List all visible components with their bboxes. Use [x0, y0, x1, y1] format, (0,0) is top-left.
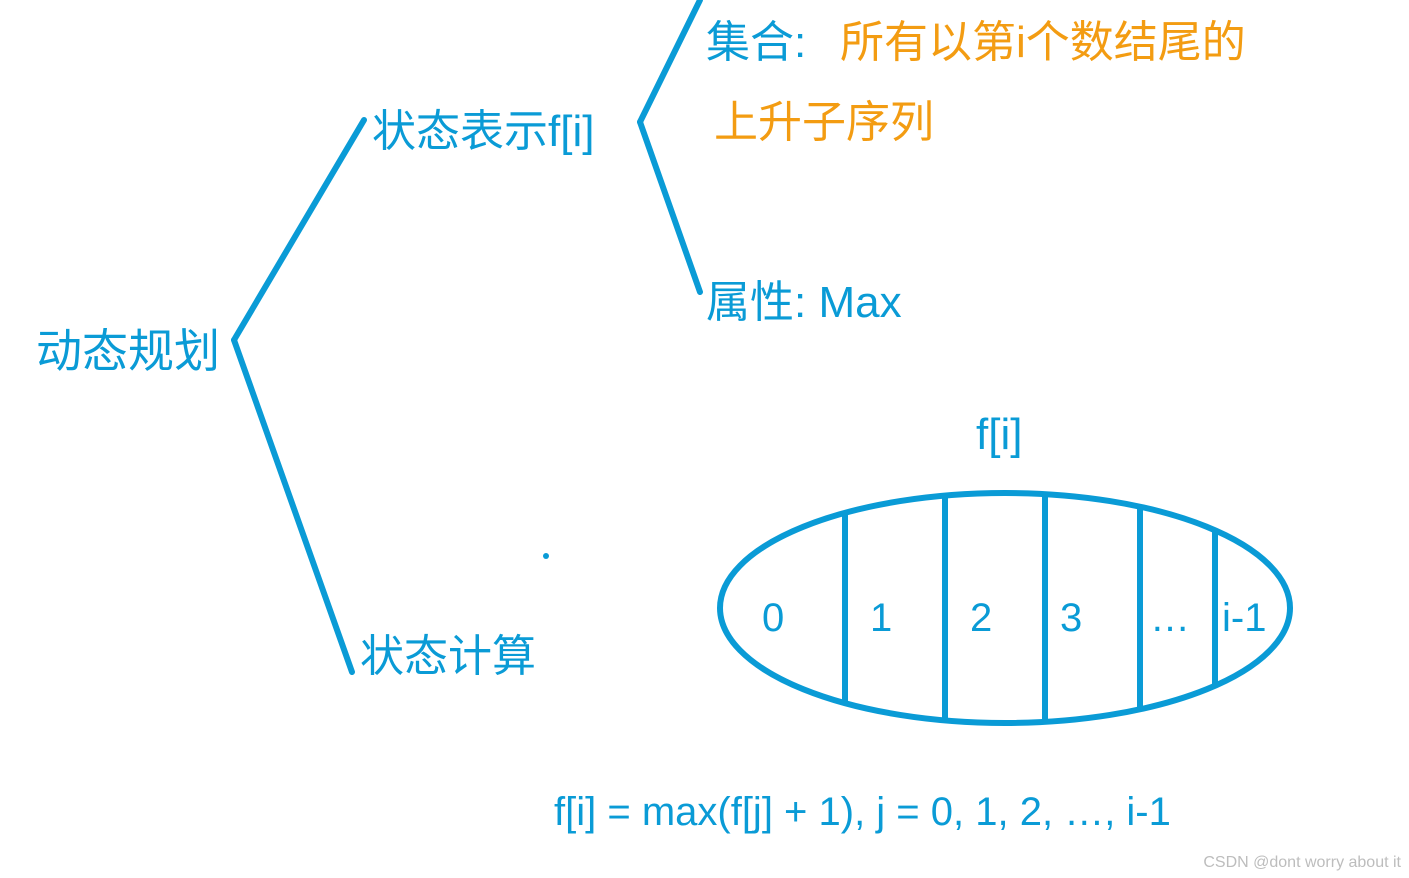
set-label: 集合:	[706, 6, 806, 70]
rep-branch-up	[640, 0, 700, 122]
state-calc-label: 状态计算	[360, 620, 536, 684]
set-desc-line1: 所有以第i个数结尾的	[840, 6, 1246, 70]
attr-label: 属性: Max	[706, 266, 902, 330]
ellipse-cell: i-1	[1222, 596, 1266, 641]
stray-dot	[543, 553, 549, 559]
watermark: CSDN @dont worry about it	[1203, 854, 1401, 872]
ellipse-cell: 2	[970, 596, 992, 641]
ellipse-cell: …	[1150, 596, 1190, 641]
root-branch-up	[234, 120, 364, 340]
ellipse-cell: 0	[762, 596, 784, 641]
rep-branch-down	[640, 122, 700, 292]
diagram-canvas	[0, 0, 1409, 878]
formula-label: f[i] = max(f[j] + 1), j = 0, 1, 2, …, i-…	[554, 790, 1171, 835]
root-label: 动态规划	[36, 315, 220, 381]
state-rep-label: 状态表示f[i]	[372, 95, 594, 159]
ellipse-cell: 3	[1060, 596, 1082, 641]
ellipse-cell: 1	[870, 596, 892, 641]
root-branch-down	[234, 340, 352, 672]
fi-label: f[i]	[976, 410, 1022, 460]
cases-ellipse	[720, 493, 1290, 723]
set-desc-line2: 上升子序列	[714, 86, 934, 150]
